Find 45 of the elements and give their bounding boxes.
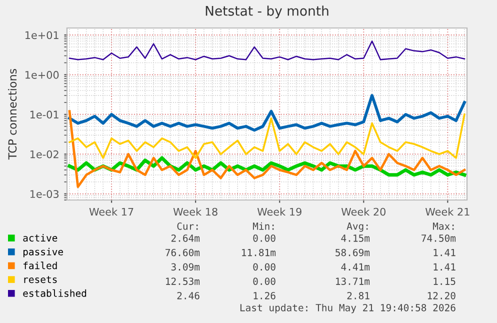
text: 2.81: [347, 292, 370, 300]
text: 2.64m: [171, 234, 200, 242]
y-tick-label: 1e-02: [30, 150, 58, 158]
line-series: [68, 110, 466, 188]
text: 3.09m: [171, 263, 200, 271]
legend-label: resets: [24, 276, 57, 284]
text: Max:: [432, 222, 454, 230]
text: 12.20: [428, 292, 456, 300]
line-series: [68, 40, 466, 60]
legend-label: passive: [23, 248, 63, 258]
text: 1.41: [434, 248, 456, 256]
text: 76.60m: [166, 248, 200, 256]
legend-label: established: [23, 289, 86, 297]
text: 58.69m: [336, 248, 370, 256]
text: 1.26: [254, 292, 276, 300]
text: 0.00: [253, 278, 276, 285]
text: 4.41m: [341, 263, 370, 270]
legend-label: failed: [24, 262, 57, 270]
text: 0.00: [253, 234, 276, 242]
text: 74.50m: [422, 234, 456, 242]
x-tick-label: Week 18: [173, 208, 218, 216]
text: Cur:: [177, 222, 198, 230]
text: 11.81m: [242, 248, 276, 256]
text: Avg:: [346, 222, 368, 232]
text: Min:: [252, 222, 274, 230]
y-tick-label: 1e-03: [30, 190, 59, 198]
x-tick-label: Week 19: [257, 208, 302, 216]
text: 12.53m: [166, 278, 200, 285]
y-tick-label: 1e+00: [25, 70, 59, 79]
x-tick-label: Week 17: [89, 208, 134, 216]
text: 1.41: [434, 263, 456, 270]
text: 4.15m: [341, 234, 370, 242]
legend-label: active: [23, 234, 58, 242]
line-series: [68, 94, 466, 132]
text: 13.71m: [336, 278, 370, 285]
chart-title: Netstat - by month: [206, 6, 328, 18]
x-tick-label: Week 20: [341, 208, 386, 216]
y-tick-label: 1e+01: [25, 31, 58, 40]
text: 2.46: [177, 292, 200, 300]
y-axis-title: TCP connections: [8, 68, 17, 160]
text: Last update: Thu May 21 19:40:58 2026: [240, 304, 456, 314]
text: 0.00: [253, 263, 276, 271]
y-tick-label: 1e-01: [30, 110, 58, 119]
text: 1.15: [434, 278, 456, 285]
x-tick-label: Week 21: [425, 208, 470, 216]
